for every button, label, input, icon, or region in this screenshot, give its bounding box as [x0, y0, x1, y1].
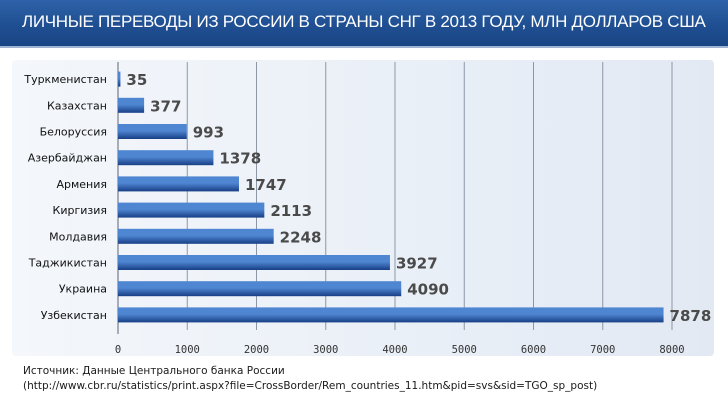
source-note: Источник: Данные Центрального банка Росс…: [23, 364, 597, 394]
bar: [118, 281, 402, 297]
x-tick-label: 2000: [244, 344, 269, 356]
category-label: Молдавия: [49, 230, 107, 243]
bar: [118, 176, 239, 192]
bar: [118, 124, 187, 139]
x-tick-label: 5000: [452, 344, 477, 356]
category-label: Казахстан: [47, 99, 107, 112]
category-label: Туркменистан: [23, 73, 107, 86]
x-tick-label: 6000: [521, 344, 546, 356]
category-label: Украина: [59, 283, 107, 296]
category-label: Таджикистан: [28, 257, 107, 270]
category-label: Киргизия: [53, 204, 107, 217]
value-label: 2113: [270, 202, 312, 220]
category-label: Азербайджан: [28, 152, 107, 165]
x-tick-label: 3000: [313, 344, 338, 356]
bar: [118, 307, 664, 323]
category-label: Белоруссия: [40, 126, 107, 139]
x-tick-labels: 0 1000 2000 3000 4000 5000 6000 7000 8000: [115, 344, 685, 356]
value-label: 7878: [670, 307, 712, 325]
value-label: 3927: [396, 255, 438, 273]
bar: [118, 255, 390, 270]
x-tick-label: 8000: [659, 344, 684, 356]
value-label: 1747: [245, 176, 287, 194]
bar: [118, 202, 265, 218]
value-label: 4090: [407, 281, 449, 299]
value-label: 377: [150, 97, 181, 115]
category-label: Армения: [56, 178, 107, 191]
bar: [118, 97, 145, 113]
x-tick-label: 7000: [590, 344, 615, 356]
x-tick-label: 4000: [382, 344, 407, 356]
x-tick-label: 1000: [175, 344, 200, 356]
chart-title: ЛИЧНЫЕ ПЕРЕВОДЫ ИЗ РОССИИ В СТРАНЫ СНГ В…: [22, 12, 706, 31]
value-label: 2248: [280, 228, 322, 246]
x-tick-label: 0: [115, 344, 121, 356]
value-label: 993: [193, 124, 224, 142]
bar: [118, 150, 214, 166]
value-label: 35: [126, 71, 147, 89]
source-line-2: (http://www.cbr.ru/statistics/print.aspx…: [23, 380, 598, 392]
bar: [118, 228, 274, 244]
bar: [118, 71, 121, 87]
value-label: 1378: [219, 150, 261, 168]
category-label: Узбекистан: [41, 309, 107, 322]
title-bar: ЛИЧНЫЕ ПЕРЕВОДЫ ИЗ РОССИИ В СТРАНЫ СНГ В…: [0, 0, 728, 48]
source-line-1: Источник: Данные Центрального банка Росс…: [23, 365, 285, 377]
